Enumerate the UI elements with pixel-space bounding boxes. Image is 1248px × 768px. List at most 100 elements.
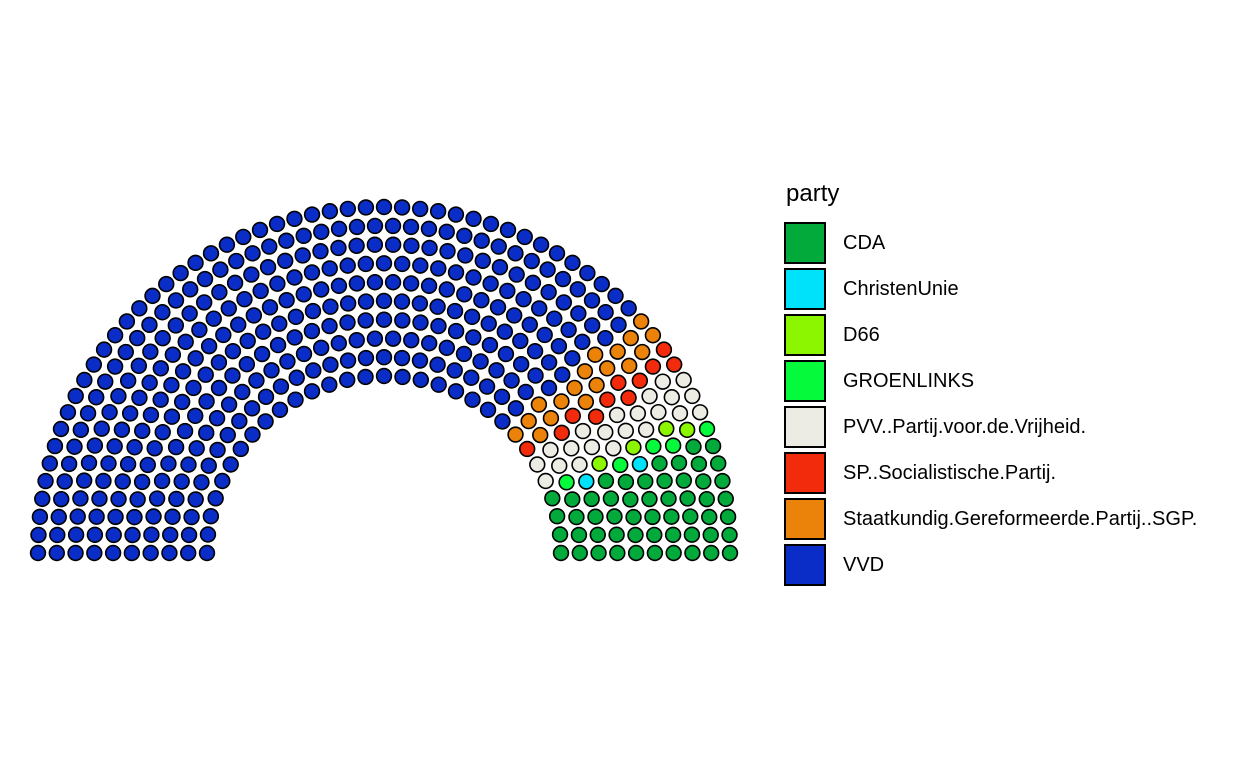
seat-CDA [552, 544, 570, 562]
legend-key-swatch [784, 498, 826, 540]
seat-PVV..Partij.voor.de.Vrijheid. [637, 421, 655, 438]
seat-VVD [610, 316, 627, 334]
seat-CDA [587, 508, 604, 525]
seat-VVD [430, 260, 447, 277]
legend-item: SP..Socialistische.Partij. [784, 450, 1197, 496]
seat-CDA [679, 490, 696, 507]
seat-GROENLINKS [645, 438, 662, 455]
seat-VVD [88, 389, 105, 406]
seat-VVD [198, 393, 215, 410]
seat-VVD [421, 335, 438, 352]
seat-VVD [393, 199, 411, 216]
seat-VVD [53, 490, 70, 508]
seat-VVD [202, 245, 220, 262]
seat-VVD [438, 339, 456, 357]
seat-PVV..Partij.voor.de.Vrijheid. [574, 422, 592, 440]
seat-VVD [412, 371, 429, 389]
seat-VVD [269, 275, 286, 292]
seat-VVD [105, 526, 122, 544]
seat-CDA [717, 490, 734, 508]
seat-VVD [114, 473, 131, 490]
seat-VVD [187, 254, 204, 272]
seat-Staatkundig.Gereformeerde.Partij..SGP. [598, 360, 616, 377]
seat-VVD [357, 349, 375, 367]
seat-VVD [143, 526, 160, 543]
seat-Staatkundig.Gereformeerde.Partij..SGP. [566, 379, 583, 397]
seat-VVD [72, 421, 90, 439]
seat-VVD [167, 292, 185, 309]
seat-VVD [152, 391, 169, 408]
seat-VVD [79, 405, 97, 422]
seat-VVD [303, 383, 321, 400]
legend-label: D66 [843, 323, 880, 346]
seat-VVD [366, 236, 384, 253]
seat-VVD [199, 526, 217, 543]
seat-VVD [384, 217, 402, 235]
seat-VVD [200, 457, 217, 474]
seat-VVD [131, 389, 148, 406]
seat-VVD [180, 526, 198, 544]
seat-VVD [67, 544, 84, 562]
seat-VVD [540, 379, 558, 397]
seat-CDA [702, 526, 719, 544]
seat-VVD [366, 330, 384, 347]
seat-VVD [119, 372, 137, 389]
seat-VVD [195, 294, 213, 311]
legend-key-swatch [784, 452, 826, 494]
seat-VVD [540, 354, 558, 371]
seat-Staatkundig.Gereformeerde.Partij..SGP. [507, 426, 524, 443]
seat-VVD [251, 221, 269, 239]
seat-VVD [228, 252, 245, 270]
seat-VVD [72, 490, 89, 507]
seat-VVD [526, 342, 544, 360]
seat-VVD [569, 281, 586, 298]
seat-CDA [685, 438, 702, 455]
seat-VVD [366, 217, 384, 235]
seat-CDA [710, 455, 727, 472]
seat-VVD [181, 305, 198, 322]
seat-VVD [34, 490, 51, 508]
seat-PVV..Partij.voor.de.Vrijheid. [684, 387, 701, 405]
seat-VVD [86, 544, 103, 562]
seat-VVD [527, 367, 544, 384]
seat-PVV..Partij.voor.de.Vrijheid. [691, 404, 709, 421]
seat-VVD [239, 332, 256, 350]
seat-PVV..Partij.voor.de.Vrijheid. [605, 440, 622, 457]
seat-CDA [644, 508, 661, 526]
seat-VVD [480, 315, 497, 332]
seat-VVD [384, 330, 402, 347]
seat-VVD [173, 393, 191, 411]
seat-VVD [142, 406, 160, 424]
seat-VVD [86, 437, 104, 454]
seat-VVD [348, 275, 366, 292]
seat-VVD [152, 360, 170, 377]
seat-VVD [148, 490, 166, 507]
legend-item: VVD [784, 542, 1197, 588]
legend-title: party [786, 180, 840, 207]
seat-VVD [540, 283, 557, 301]
seat-CDA [721, 544, 739, 562]
seat-PVV..Partij.voor.de.Vrijheid. [641, 387, 658, 405]
seat-VVD [234, 383, 251, 401]
legend-item: Staatkundig.Gereformeerde.Partij..SGP. [784, 496, 1197, 542]
seat-VVD [456, 286, 473, 303]
seat-VVD [579, 264, 596, 282]
seat-VVD [512, 332, 529, 350]
seat-SP..Socialistische.Partij. [644, 358, 662, 375]
seat-VVD [160, 455, 177, 472]
seat-VVD [129, 329, 146, 347]
seat-VVD [339, 295, 357, 312]
seat-VVD [403, 331, 420, 349]
seat-VVD [183, 508, 200, 526]
seat-VVD [104, 544, 122, 562]
seat-SP..Socialistische.Partij. [610, 374, 627, 391]
seat-Staatkundig.Gereformeerde.Partij..SGP. [644, 327, 662, 344]
seat-VVD [597, 329, 614, 347]
seat-CDA [663, 508, 680, 525]
seat-VVD [473, 232, 490, 249]
seat-CDA [660, 490, 677, 507]
seat-VVD [516, 228, 533, 246]
seat-CDA [675, 472, 693, 489]
seat-VVD [69, 508, 86, 525]
seat-VVD [257, 413, 274, 430]
